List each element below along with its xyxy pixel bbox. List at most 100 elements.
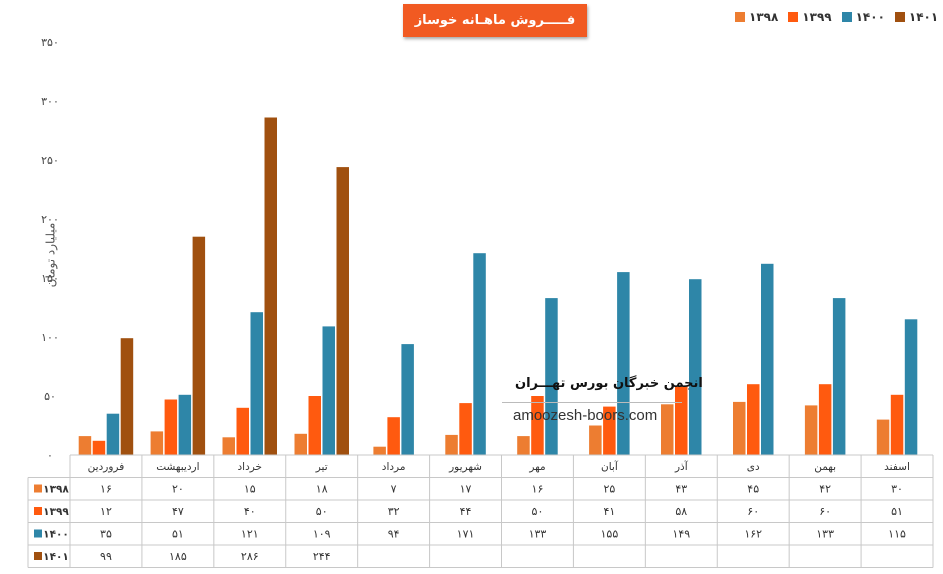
data-label: ۲۰ [172, 483, 184, 496]
bar [876, 419, 890, 455]
bar [589, 425, 602, 455]
data-label: ۱۴۹ [672, 528, 690, 541]
data-label: ۴۵ [747, 483, 759, 496]
data-label: ۱۸۵ [169, 550, 187, 563]
x-tick-label: بهمن [814, 461, 836, 473]
table-series-name: ۱۳۹۸ [43, 484, 69, 496]
data-label: ۱۶۲ [744, 528, 762, 541]
table-legend-swatch [34, 484, 42, 493]
bar [192, 236, 206, 455]
bar [890, 394, 904, 455]
legend-item-1398: ۱۳۹۸ [735, 10, 778, 24]
data-label: ۱۷۱ [457, 528, 475, 541]
bar [832, 298, 846, 455]
table-legend-swatch [34, 507, 42, 515]
data-label: ۹۹ [100, 550, 112, 563]
bar [747, 384, 760, 455]
bar [459, 403, 472, 455]
data-label: ۴۱ [603, 505, 615, 518]
y-tick-label: ۰ [47, 449, 53, 462]
x-tick-label: آذر [674, 460, 689, 473]
bar [178, 394, 192, 455]
data-label: ۶۰ [747, 505, 759, 518]
x-tick-label: اردیبهشت [156, 461, 199, 473]
legend-label-1399: ۱۳۹۹ [802, 10, 832, 24]
data-label: ۱۱۵ [888, 528, 906, 541]
legend-label-1398: ۱۳۹۸ [749, 10, 779, 24]
data-label: ۱۲۱ [241, 528, 259, 541]
bar [661, 404, 674, 455]
x-tick-label: تیر [315, 461, 328, 473]
y-tick-label: ۱۰۰ [41, 331, 59, 344]
x-tick-label: مرداد [382, 461, 406, 473]
data-label: ۱۳۳ [816, 528, 834, 541]
bar [761, 263, 774, 455]
data-label: ۵۰ [316, 505, 328, 518]
bar [804, 405, 818, 455]
table-series-name: ۱۴۰۱ [43, 551, 69, 563]
bar [106, 413, 120, 455]
data-label: ۱۸ [316, 483, 328, 496]
table-series-name: ۱۳۹۹ [43, 506, 69, 518]
watermark-url: amoozesh-boors.com [513, 407, 658, 424]
legend: ۱۳۹۸ ۱۳۹۹ ۱۴۰۰ ۱۴۰۱ [735, 10, 938, 24]
bar [401, 344, 414, 455]
data-label: ۲۸۶ [241, 550, 259, 563]
x-tick-label: مهر [528, 461, 545, 473]
bar [92, 440, 106, 455]
data-label: ۹۴ [388, 528, 400, 541]
legend-item-1401: ۱۴۰۱ [894, 10, 939, 24]
legend-item-1400: ۱۴۰۰ [841, 10, 885, 24]
bar [517, 436, 530, 455]
y-tick-label: ۱۵۰ [41, 272, 59, 285]
bar [322, 326, 335, 455]
table-series-name: ۱۴۰۰ [43, 529, 69, 541]
data-label: ۴۰ [244, 505, 256, 518]
data-label: ۵۸ [675, 505, 687, 518]
bar [818, 384, 832, 455]
bar [120, 338, 134, 455]
data-label: ۱۵۵ [601, 528, 619, 541]
bar [222, 437, 235, 455]
data-label: ۲۵ [603, 483, 615, 496]
data-label: ۱۰۹ [313, 528, 331, 541]
data-label: ۵۱ [172, 528, 184, 541]
data-label: ۱۷ [460, 483, 472, 496]
data-label: ۱۶ [100, 483, 112, 496]
bar [904, 319, 918, 455]
y-tick-label: ۳۵۰ [41, 36, 59, 49]
bar [445, 434, 458, 455]
data-label: ۳۲ [388, 505, 400, 518]
data-label: ۱۳۳ [529, 528, 547, 541]
bar [733, 401, 746, 455]
data-label: ۴۴ [460, 505, 472, 518]
data-label: ۴۳ [675, 483, 687, 496]
legend-swatch-1401 [894, 12, 905, 22]
chart-title: فـــــروش ماهـانه خوساز [403, 4, 587, 37]
legend-swatch-1400 [841, 12, 852, 22]
data-label: ۴۷ [172, 505, 184, 518]
x-tick-label: آبان [601, 460, 619, 473]
table-legend-swatch [34, 529, 42, 538]
bar [675, 386, 688, 455]
data-label: ۳۵ [100, 528, 112, 541]
bar [308, 396, 321, 455]
bar [294, 433, 307, 455]
bar [617, 272, 630, 455]
bar [150, 431, 164, 455]
bar [373, 446, 386, 455]
bar [164, 399, 178, 455]
legend-item-1399: ۱۳۹۹ [788, 10, 832, 24]
legend-swatch-1399 [788, 12, 799, 22]
bar [387, 417, 400, 455]
y-tick-label: ۲۵۰ [41, 154, 59, 167]
bar [545, 298, 558, 455]
watermark-divider [502, 402, 682, 403]
bar [603, 406, 616, 455]
legend-swatch-1398 [735, 12, 745, 22]
legend-label-1401: ۱۴۰۱ [908, 10, 939, 24]
y-tick-label: ۲۰۰ [41, 213, 59, 226]
data-label: ۷ [391, 483, 397, 496]
watermark-title: انجمن خبرگان بورس تهـــران [515, 376, 703, 391]
